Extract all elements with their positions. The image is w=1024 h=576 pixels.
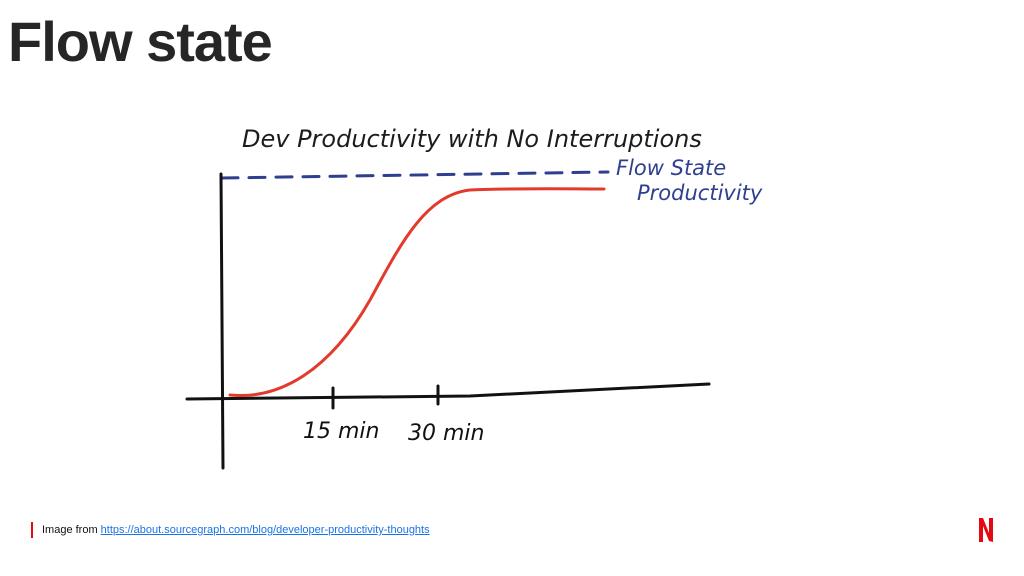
x-tick-label-15: 15 min [303, 419, 379, 444]
slide-title: Flow state [8, 10, 273, 73]
productivity-curve [228, 187, 606, 398]
flow-state-label-line2: Productivity [637, 181, 763, 205]
flow-state-label-line1: Flow State [616, 156, 726, 180]
flow-state-dashed-line [220, 170, 610, 180]
netflix-logo-icon [979, 518, 993, 542]
source-link[interactable]: https://about.sourcegraph.com/blog/devel… [100, 524, 430, 536]
diagram-title: Dev Productivity with No Interruptions [242, 125, 702, 153]
image-credit: Image from https://about.sourcegraph.com… [31, 522, 430, 538]
image-credit-prefix: Image from [42, 524, 98, 536]
x-axis [185, 382, 711, 401]
x-tick-label-30: 30 min [408, 421, 484, 446]
footer-accent-bar [31, 522, 33, 538]
y-axis [219, 172, 225, 470]
